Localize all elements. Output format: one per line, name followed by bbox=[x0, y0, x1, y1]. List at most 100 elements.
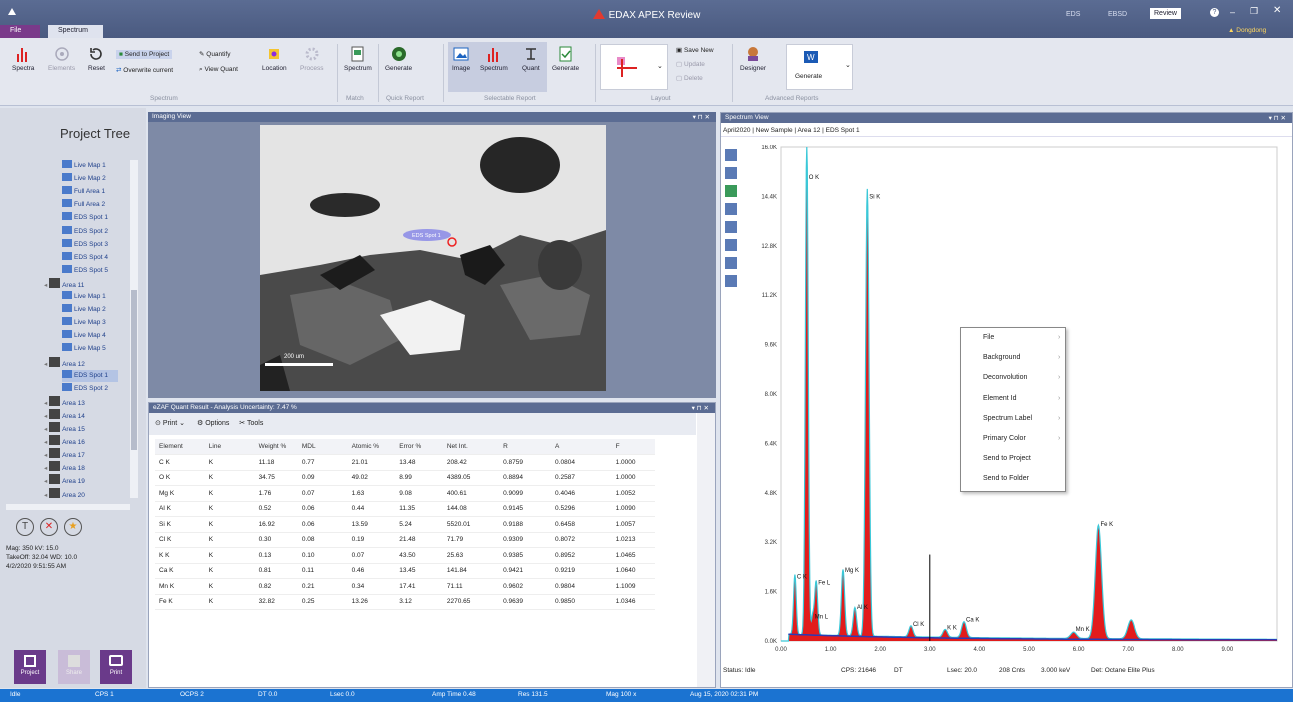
tree-item[interactable]: Live Map 2 bbox=[62, 304, 106, 316]
tree-item[interactable]: Full Area 1 bbox=[62, 186, 105, 198]
expand-toggle-icon[interactable]: ◂ bbox=[44, 360, 50, 368]
spectrum-match-button[interactable]: Spectrum bbox=[344, 46, 372, 72]
location-button[interactable]: Location bbox=[262, 46, 287, 72]
column-header[interactable]: Error % bbox=[395, 439, 443, 455]
table-row[interactable]: C K K 11.18 0.77 21.01 13.48 208.42 0.8759 0.080… bbox=[155, 454, 655, 471]
designer-button[interactable]: Designer bbox=[740, 46, 766, 72]
tree-item[interactable]: EDS Spot 2 bbox=[62, 225, 108, 238]
eds-spot-marker[interactable] bbox=[403, 229, 451, 241]
tab-spectrum[interactable]: Spectrum bbox=[48, 25, 103, 38]
expand-toggle-icon[interactable]: ◂ bbox=[44, 399, 50, 407]
table-row[interactable]: Mg K K 1.76 0.07 1.63 9.08 400.61 0.9099 0.4046 1… bbox=[155, 485, 655, 502]
tree-item[interactable]: EDS Spot 5 bbox=[62, 264, 108, 277]
tab-file[interactable]: File bbox=[0, 25, 40, 38]
tree-item[interactable]: Live Map 5 bbox=[62, 343, 106, 355]
zoom-fit-icon[interactable] bbox=[725, 149, 737, 161]
view-quant-button[interactable]: ⌕ View Quant bbox=[199, 66, 238, 74]
compare-icon[interactable] bbox=[725, 185, 737, 197]
tree-item[interactable]: ◂ Area 20 bbox=[44, 487, 85, 500]
ebsd-mode-button[interactable]: EBSD bbox=[1108, 11, 1128, 18]
table-row[interactable]: Ca K K 0.81 0.11 0.46 13.45 141.84 0.9421 0.9219… bbox=[155, 563, 655, 579]
tree-item[interactable]: ◂ Area 19 bbox=[44, 474, 85, 486]
tree-scrollbar[interactable] bbox=[130, 160, 138, 498]
expand-toggle-icon[interactable]: ◂ bbox=[44, 412, 50, 420]
tree-item[interactable]: EDS Spot 3 bbox=[62, 238, 108, 251]
tree-item[interactable]: Live Map 3 bbox=[62, 317, 106, 329]
process-button[interactable]: Process bbox=[300, 46, 323, 72]
column-header[interactable]: A bbox=[551, 439, 612, 455]
layout-dropdown-icon[interactable]: ⌄ bbox=[657, 63, 663, 70]
filter-icon[interactable] bbox=[725, 275, 737, 287]
expand-toggle-icon[interactable]: ◂ bbox=[44, 281, 50, 289]
table-row[interactable]: Al K K 0.52 0.06 0.44 11.35 144.08 0.9145 0.5296… bbox=[155, 501, 655, 517]
tree-item[interactable]: Full Area 2 bbox=[62, 199, 105, 211]
context-menu-item[interactable]: Send to Folder bbox=[983, 475, 1029, 482]
project-button[interactable]: Project bbox=[14, 650, 46, 684]
tree-item[interactable]: EDS Spot 1 bbox=[62, 212, 108, 224]
context-menu-item[interactable]: Spectrum Label › bbox=[983, 415, 1060, 422]
reset-button[interactable]: Reset bbox=[88, 46, 105, 72]
expand-toggle-icon[interactable]: ◂ bbox=[44, 465, 50, 473]
tree-item[interactable]: ◂ Area 11 bbox=[44, 277, 84, 290]
sem-image[interactable]: 200 um EDS Spot 1 bbox=[260, 125, 606, 391]
minimize-button[interactable]: – bbox=[1230, 7, 1236, 17]
tree-item[interactable]: EDS Spot 1 bbox=[62, 369, 118, 382]
spectrum-report-toggle[interactable]: Spectrum bbox=[480, 46, 508, 72]
column-header[interactable]: F bbox=[611, 439, 655, 455]
delete-tool-icon[interactable]: ✕ bbox=[40, 518, 58, 536]
column-header[interactable]: Weight % bbox=[254, 439, 298, 455]
tree-item[interactable]: EDS Spot 2 bbox=[62, 382, 108, 395]
favorite-tool-icon[interactable]: ★ bbox=[64, 518, 82, 536]
pane-controls-icon[interactable]: ▾ ⊓ ✕ bbox=[692, 114, 710, 121]
pane-controls-icon[interactable]: ▾ ⊓ ✕ bbox=[1268, 115, 1286, 122]
print-quant-button[interactable]: ⊙ Print ⌄ bbox=[155, 420, 186, 427]
tree-scrollbar-thumb[interactable] bbox=[131, 290, 137, 450]
generate-quick-report-button[interactable]: Generate bbox=[385, 46, 412, 72]
column-header[interactable]: Element bbox=[155, 439, 205, 455]
delete-button[interactable]: ▢ Delete bbox=[676, 74, 703, 82]
generate-selectable-button[interactable]: Generate bbox=[552, 46, 579, 72]
expand-toggle-icon[interactable]: ◂ bbox=[44, 452, 50, 460]
review-mode-button[interactable]: Review bbox=[1150, 8, 1181, 19]
quantify-button[interactable]: ✎ Quantify bbox=[199, 50, 230, 58]
tree-item[interactable]: EDS Spot 4 bbox=[62, 251, 108, 264]
quant-table[interactable]: Element Line Weight % MDL Atomic % Error % Net… bbox=[155, 439, 655, 610]
print-button[interactable]: Print bbox=[100, 650, 132, 684]
text-tool-icon[interactable]: T bbox=[16, 518, 34, 536]
send-to-project-button[interactable]: ■ Send to Project bbox=[116, 50, 173, 59]
image-report-toggle[interactable]: Image bbox=[452, 46, 470, 72]
table-row[interactable]: Cl K K 0.30 0.08 0.19 21.48 71.79 0.9309 0.8072 1… bbox=[155, 532, 655, 548]
save-new-button[interactable]: ▣ Save New bbox=[676, 46, 714, 54]
tools-button[interactable]: ✂ Tools bbox=[239, 420, 263, 427]
column-header[interactable]: Net Int. bbox=[442, 439, 500, 455]
tree-item[interactable]: Live Map 1 bbox=[62, 291, 106, 303]
context-menu-item[interactable]: Background › bbox=[983, 354, 1060, 361]
print-spectrum-icon[interactable] bbox=[725, 257, 737, 269]
column-header[interactable]: MDL bbox=[297, 439, 348, 455]
peak-id-icon[interactable] bbox=[725, 203, 737, 215]
expand-toggle-icon[interactable]: ◂ bbox=[44, 426, 50, 433]
user-name[interactable]: ▲ Dongdong bbox=[1228, 27, 1266, 34]
expand-toggle-icon[interactable]: ◂ bbox=[44, 439, 50, 447]
quant-scrollbar[interactable] bbox=[697, 413, 715, 687]
layout-selector[interactable]: ⌄ bbox=[600, 44, 668, 90]
copy-icon[interactable] bbox=[725, 221, 737, 233]
expand-toggle-icon[interactable]: ◂ bbox=[44, 478, 50, 486]
table-row[interactable]: Fe K K 32.82 0.25 13.26 3.12 2270.65 0.9639 0.98… bbox=[155, 594, 655, 610]
tree-item[interactable]: Live Map 2 bbox=[62, 173, 106, 185]
help-icon[interactable]: ? bbox=[1210, 8, 1219, 17]
context-menu-item[interactable]: Send to Project bbox=[983, 455, 1031, 462]
spectra-button[interactable]: Spectra bbox=[12, 46, 34, 72]
overwrite-current-button[interactable]: ⇄ Overwrite current bbox=[116, 66, 173, 74]
restore-button[interactable]: ❐ bbox=[1250, 6, 1259, 16]
tree-item[interactable]: ◂ Area 17 bbox=[44, 448, 85, 460]
table-row[interactable]: K K K 0.13 0.10 0.07 43.50 25.63 0.9385 0.8952 1.… bbox=[155, 547, 655, 564]
table-row[interactable]: Mn K K 0.82 0.21 0.34 17.41 71.11 0.9602 0.9804 1… bbox=[155, 578, 655, 595]
column-header[interactable]: Line bbox=[204, 439, 255, 455]
context-menu-item[interactable]: Element Id › bbox=[983, 395, 1060, 402]
eds-mode-button[interactable]: EDS bbox=[1066, 11, 1081, 18]
generate-dropdown-icon[interactable]: ⌄ bbox=[845, 62, 851, 69]
context-menu-item[interactable]: File › bbox=[983, 334, 1060, 341]
tree-item[interactable]: Live Map 4 bbox=[62, 330, 106, 342]
quant-report-toggle[interactable]: Quant bbox=[522, 46, 540, 72]
